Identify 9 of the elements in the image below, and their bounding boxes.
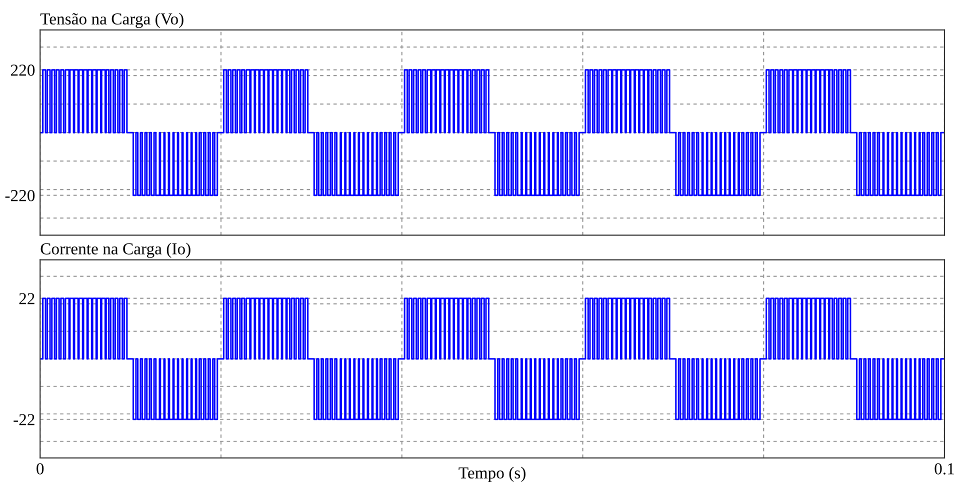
y-tick-label: -220 — [5, 190, 35, 202]
chart-title: Tensão na Carga (Vo) — [40, 12, 184, 28]
y-tick-label: 22 — [19, 293, 34, 304]
x-axis-title: Tempo (s) — [458, 466, 526, 482]
x-tick-label: 0 — [36, 463, 44, 474]
x-tick-label: 0.1 — [934, 463, 954, 475]
y-tick-label: 220 — [10, 64, 35, 76]
y-tick-label: -22 — [14, 414, 34, 426]
chart-title: Corrente na Carga (Io) — [40, 242, 190, 258]
